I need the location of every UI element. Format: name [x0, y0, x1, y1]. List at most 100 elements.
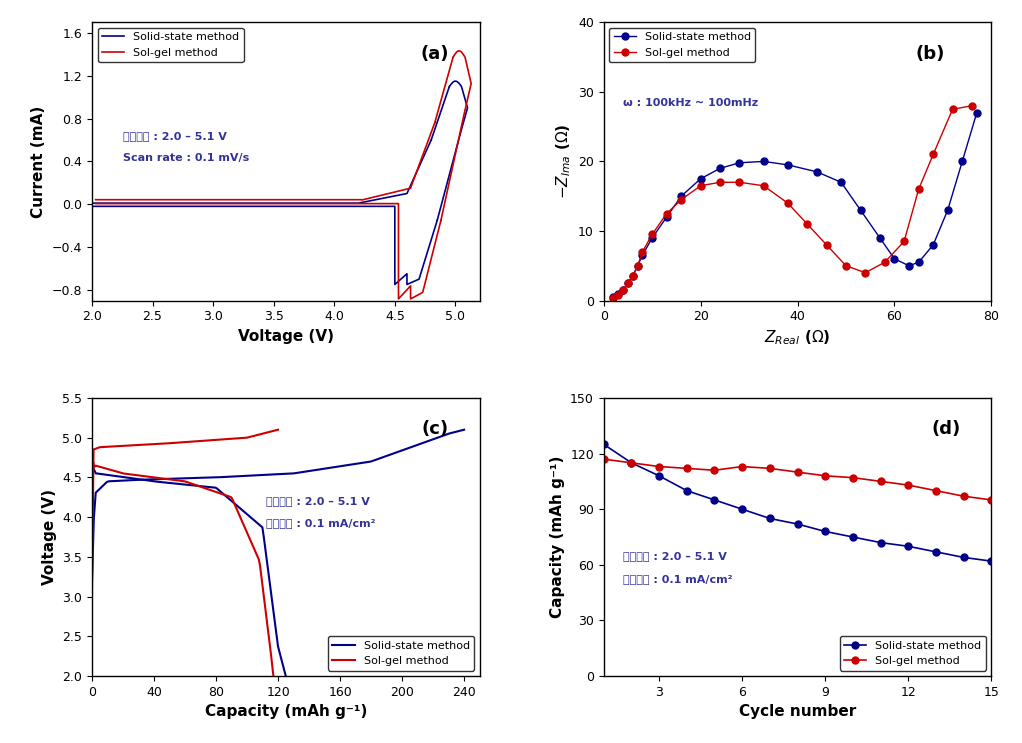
Solid-state method: [625, 458, 638, 467]
Solid-state method: [941, 206, 954, 215]
Sol-gel method: [733, 178, 745, 186]
Solid-state method: [177, 198, 189, 207]
Sol-gel method: [847, 473, 860, 482]
Y-axis label: Voltage (V): Voltage (V): [42, 489, 56, 585]
Sol-gel method: [927, 150, 939, 159]
Text: 전압범위 : 2.0 – 5.1 V: 전압범위 : 2.0 – 5.1 V: [123, 132, 227, 141]
Solid-state method: [782, 160, 794, 169]
Solid-state method: [598, 440, 610, 449]
Text: (a): (a): [420, 45, 449, 62]
Solid-state method: [902, 262, 915, 270]
Solid-state method: [819, 527, 831, 536]
Line: Solid-state method: Solid-state method: [92, 81, 467, 285]
Solid-state method: [733, 158, 745, 167]
Line: Sol-gel method: Sol-gel method: [600, 455, 994, 504]
Y-axis label: Current (mA): Current (mA): [32, 106, 46, 218]
Solid-state method: [835, 178, 847, 186]
Y-axis label: $-Z_{Ima}$ ($\Omega$): $-Z_{Ima}$ ($\Omega$): [554, 124, 572, 199]
Sol-gel method: [791, 467, 803, 476]
Solid-state method: [607, 293, 619, 302]
Text: 전류밀도 : 0.1 mA/cm²: 전류밀도 : 0.1 mA/cm²: [267, 518, 376, 528]
Sol-gel method: [946, 105, 959, 114]
Sol-gel method: [453, 46, 465, 55]
Sol-gel method: [713, 178, 726, 186]
Solid-state method: [612, 289, 624, 298]
Text: 전류밀도 : 0.1 mA/cm²: 전류밀도 : 0.1 mA/cm²: [623, 574, 733, 583]
Sol-gel method: [736, 462, 748, 471]
Sol-gel method: [405, 294, 417, 303]
Solid-state method: [617, 285, 630, 294]
Solid-state method: [874, 233, 886, 242]
Legend: Solid-state method, Sol-gel method: Solid-state method, Sol-gel method: [840, 636, 986, 671]
Solid-state method: [757, 157, 770, 166]
Sol-gel method: [985, 496, 997, 504]
Sol-gel method: [625, 458, 638, 467]
Text: ω : 100kHz ~ 100mHz: ω : 100kHz ~ 100mHz: [623, 98, 758, 108]
Line: Solid-state method: Solid-state method: [610, 109, 980, 300]
Solid-state method: [355, 198, 367, 207]
Sol-gel method: [840, 262, 852, 270]
Line: Sol-gel method: Sol-gel method: [610, 103, 975, 302]
Solid-state method: [695, 175, 707, 184]
X-axis label: $Z_{Real}$ ($\Omega$): $Z_{Real}$ ($\Omega$): [764, 329, 831, 348]
Sol-gel method: [875, 477, 887, 486]
Sol-gel method: [695, 181, 707, 190]
Text: (b): (b): [916, 45, 944, 62]
Sol-gel method: [181, 195, 193, 204]
Sol-gel method: [913, 185, 925, 194]
Text: Scan rate : 0.1 mV/s: Scan rate : 0.1 mV/s: [123, 153, 249, 163]
Solid-state method: [681, 486, 693, 495]
Solid-state method: [763, 514, 776, 523]
Sol-gel method: [958, 492, 970, 501]
Solid-state method: [854, 206, 867, 215]
Solid-state method: [646, 233, 658, 242]
Y-axis label: Capacity (mAh g⁻¹): Capacity (mAh g⁻¹): [550, 455, 564, 618]
Sol-gel method: [464, 85, 476, 94]
Sol-gel method: [708, 466, 721, 475]
Solid-state method: [902, 542, 915, 551]
Solid-state method: [626, 272, 639, 281]
Sol-gel method: [763, 464, 776, 473]
Solid-state method: [676, 192, 688, 201]
Sol-gel method: [821, 241, 833, 250]
Solid-state method: [278, 198, 290, 207]
Sol-gel method: [617, 285, 630, 294]
Sol-gel method: [757, 181, 770, 190]
Sol-gel method: [898, 237, 911, 246]
Sol-gel method: [637, 247, 649, 256]
X-axis label: Voltage (V): Voltage (V): [238, 329, 334, 344]
Sol-gel method: [632, 262, 644, 270]
Sol-gel method: [90, 195, 102, 204]
Sol-gel method: [860, 268, 872, 277]
X-axis label: Cycle number: Cycle number: [739, 704, 856, 719]
Sol-gel method: [612, 291, 624, 299]
Solid-state method: [86, 202, 98, 211]
Solid-state method: [713, 164, 726, 173]
Solid-state method: [958, 553, 970, 562]
Legend: Solid-state method, Sol-gel method: Solid-state method, Sol-gel method: [328, 636, 474, 671]
Sol-gel method: [681, 464, 693, 473]
Legend: Solid-state method, Sol-gel method: Solid-state method, Sol-gel method: [609, 27, 755, 62]
Solid-state method: [653, 471, 665, 480]
Sol-gel method: [660, 209, 672, 218]
Solid-state method: [875, 538, 887, 547]
Solid-state method: [888, 254, 900, 263]
Sol-gel method: [621, 279, 634, 288]
Sol-gel method: [358, 195, 370, 204]
Solid-state method: [927, 241, 939, 250]
Sol-gel method: [646, 230, 658, 239]
Sol-gel method: [228, 199, 240, 208]
Line: Sol-gel method: Sol-gel method: [96, 51, 471, 299]
Sol-gel method: [442, 74, 454, 82]
Solid-state method: [913, 258, 925, 267]
Sol-gel method: [801, 219, 814, 228]
Solid-state method: [847, 533, 860, 542]
Text: (d): (d): [931, 420, 961, 438]
Solid-state method: [791, 519, 803, 528]
X-axis label: Capacity (mAh g⁻¹): Capacity (mAh g⁻¹): [204, 704, 367, 719]
Text: (c): (c): [421, 420, 449, 438]
Solid-state method: [708, 496, 721, 504]
Solid-state method: [971, 108, 983, 117]
Solid-state method: [460, 108, 472, 117]
Sol-gel method: [676, 195, 688, 204]
